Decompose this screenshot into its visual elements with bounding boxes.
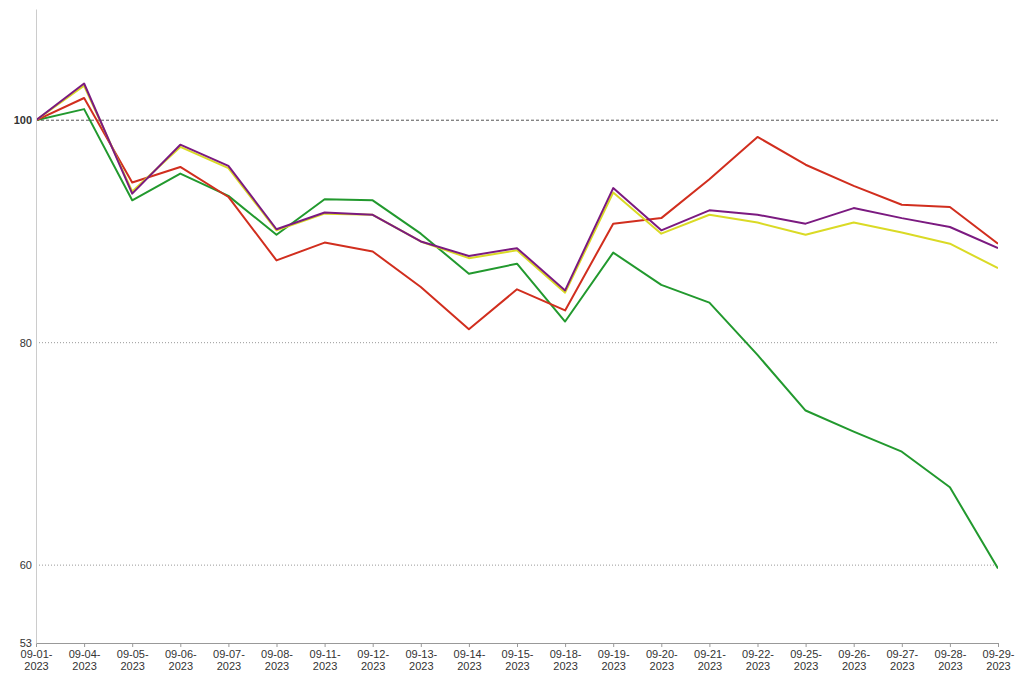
x-tick-label: 09-22-2023	[742, 648, 774, 673]
x-tick: 09-29-2023	[983, 643, 1015, 672]
x-tick: 09-21-2023	[694, 643, 726, 672]
y-tick-label: 53	[20, 637, 32, 649]
x-tick-mark	[758, 643, 759, 647]
grid	[36, 120, 998, 565]
x-tick: 09-15-2023	[502, 643, 534, 672]
x-tick-label: 09-04-2023	[69, 648, 101, 673]
x-tick: 09-22-2023	[742, 643, 774, 672]
x-tick-mark	[517, 643, 518, 647]
x-tick-label: 09-27-2023	[886, 648, 918, 673]
series-line	[36, 109, 998, 568]
x-tick: 09-06-2023	[165, 643, 197, 672]
x-tick-mark	[998, 643, 999, 647]
x-tick-mark	[806, 643, 807, 647]
x-tick-label: 09-18-2023	[550, 648, 582, 673]
grid-line	[36, 342, 998, 343]
x-tick: 09-27-2023	[886, 643, 918, 672]
x-tick-label: 09-26-2023	[838, 648, 870, 673]
x-tick: 09-18-2023	[550, 643, 582, 672]
x-tick-label: 09-08-2023	[261, 648, 293, 673]
x-tick-label: 09-29-2023	[983, 648, 1015, 673]
x-axis: 09-01-2023 09-04-2023 09-05-2023 09-06-2023…	[21, 643, 1015, 672]
x-tick: 09-08-2023	[261, 643, 293, 672]
x-tick: 09-04-2023	[69, 643, 101, 672]
chart: 09-01-2023 09-04-2023 09-05-2023 09-06-2023…	[0, 0, 1017, 675]
y-tick: 80	[20, 337, 36, 349]
x-tick-label: 09-13-2023	[405, 648, 437, 673]
x-tick-mark	[325, 643, 326, 647]
grid-line	[36, 120, 998, 121]
x-tick-label: 09-01-2023	[21, 648, 53, 673]
x-tick-mark	[180, 643, 181, 647]
x-tick: 09-12-2023	[357, 643, 389, 672]
x-tick-mark	[84, 643, 85, 647]
y-tick-label: 80	[20, 337, 32, 349]
y-axis-line	[36, 10, 37, 644]
y-tick: 60	[20, 559, 36, 571]
y-axis: 53 60 80 100	[14, 10, 37, 650]
y-tick-label: 100	[14, 114, 32, 126]
x-tick-label: 09-28-2023	[935, 648, 967, 673]
x-tick-mark	[613, 643, 614, 647]
x-tick-mark	[950, 643, 951, 647]
x-tick-label: 09-12-2023	[357, 648, 389, 673]
x-tick-mark	[373, 643, 374, 647]
x-tick: 09-14-2023	[454, 643, 486, 672]
x-tick: 09-28-2023	[935, 643, 967, 672]
x-tick-mark	[228, 643, 229, 647]
x-axis-line	[37, 644, 999, 648]
x-tick-label: 09-14-2023	[454, 648, 486, 673]
x-tick: 09-20-2023	[646, 643, 678, 672]
x-tick-label: 09-11-2023	[310, 648, 341, 673]
x-tick: 09-05-2023	[117, 643, 149, 672]
x-tick: 09-25-2023	[790, 643, 822, 672]
plot	[36, 84, 998, 569]
x-tick-mark	[36, 643, 37, 647]
y-tick-label: 60	[20, 559, 32, 571]
x-tick-mark	[421, 643, 422, 647]
x-tick: 09-07-2023	[213, 643, 245, 672]
x-tick-label: 09-07-2023	[213, 648, 245, 673]
x-tick-label: 09-06-2023	[165, 648, 197, 673]
x-tick-mark	[902, 643, 903, 647]
series-line	[36, 98, 998, 329]
series-line	[36, 84, 998, 291]
x-tick: 09-11-2023	[310, 643, 341, 672]
x-tick-mark	[132, 643, 133, 647]
series-line	[36, 86, 998, 293]
x-tick-label: 09-05-2023	[117, 648, 149, 673]
x-tick-mark	[854, 643, 855, 647]
x-tick-mark	[565, 643, 566, 647]
x-tick-mark	[661, 643, 662, 647]
x-tick-label: 09-21-2023	[694, 648, 726, 673]
x-tick-label: 09-15-2023	[502, 648, 534, 673]
x-tick-label: 09-19-2023	[598, 648, 630, 673]
y-tick: 53	[20, 637, 36, 649]
x-tick-mark	[277, 643, 278, 647]
y-tick: 100	[14, 114, 36, 126]
x-tick: 09-19-2023	[598, 643, 630, 672]
x-tick: 09-13-2023	[405, 643, 437, 672]
x-tick-mark	[469, 643, 470, 647]
x-tick-mark	[709, 643, 710, 647]
x-tick-label: 09-25-2023	[790, 648, 822, 673]
x-tick-label: 09-20-2023	[646, 648, 678, 673]
x-tick: 09-26-2023	[838, 643, 870, 672]
grid-line	[36, 565, 998, 566]
